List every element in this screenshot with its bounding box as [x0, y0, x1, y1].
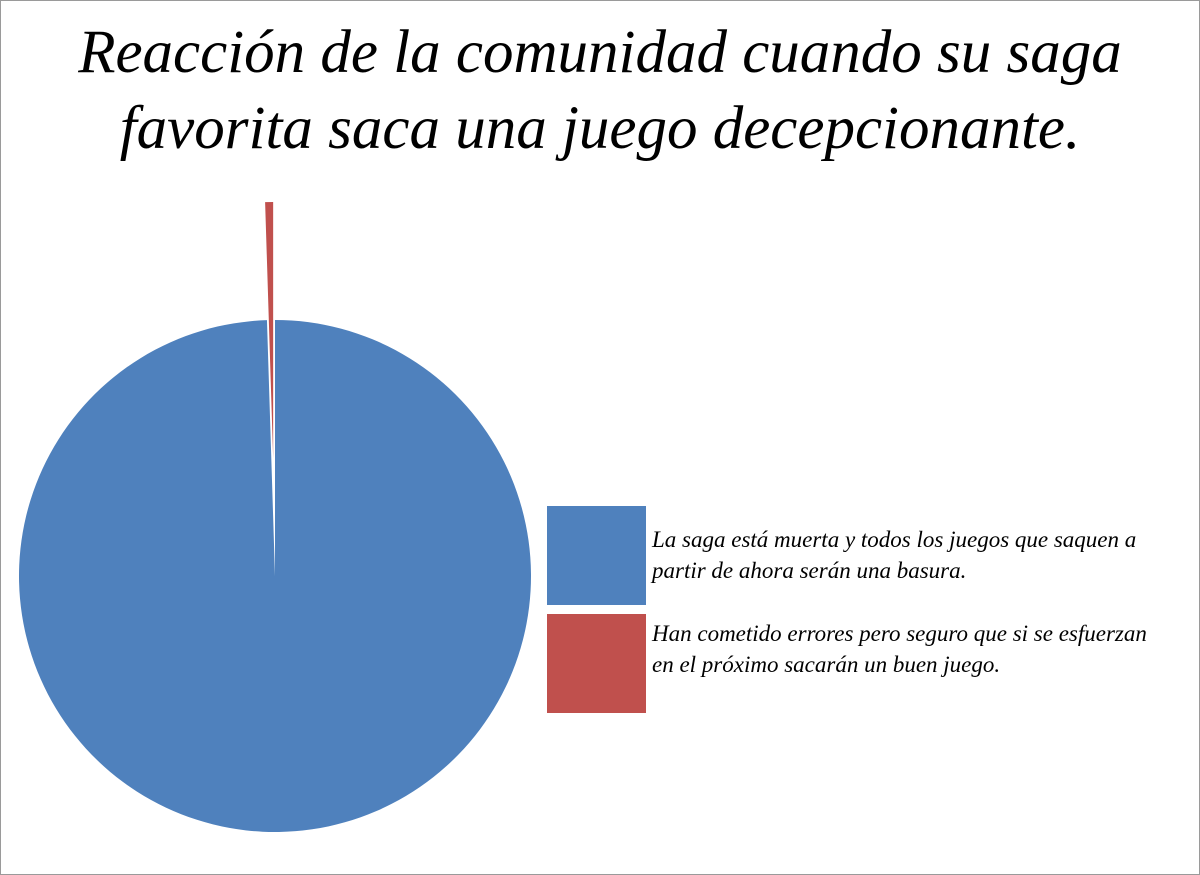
legend-label: Han cometido errores pero seguro que si … [652, 621, 1147, 677]
legend-swatch [547, 614, 646, 713]
pie-slice [265, 202, 274, 459]
legend-swatch [547, 506, 646, 605]
pie-slice [18, 320, 531, 832]
legend-label: La saga está muerta y todos los juegos q… [652, 527, 1137, 583]
chart-title-box: Reacción de la comunidad cuando su saga … [1, 15, 1199, 167]
chart-title: Reacción de la comunidad cuando su saga … [78, 19, 1122, 162]
